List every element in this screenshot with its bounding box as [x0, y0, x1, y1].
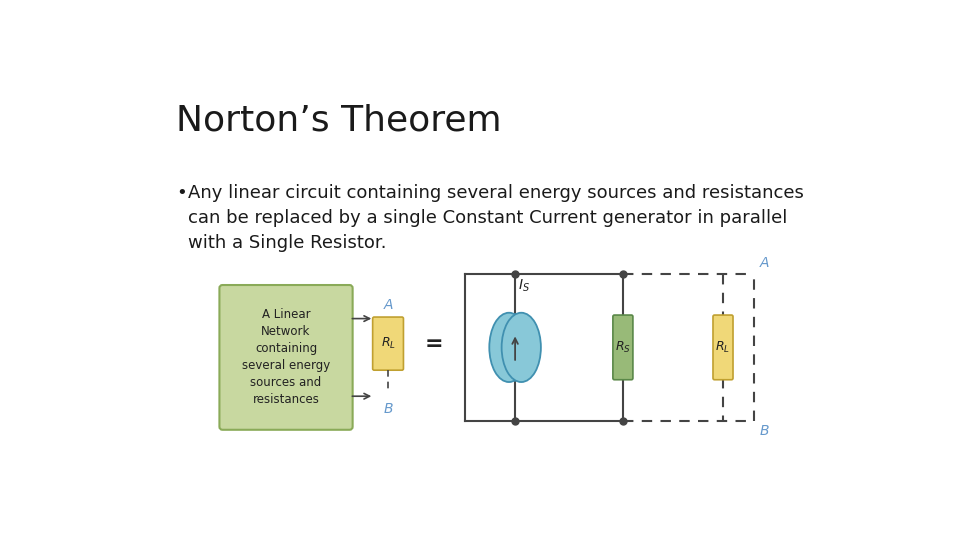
Text: Any linear circuit containing several energy sources and resistances
can be repl: Any linear circuit containing several en…	[188, 184, 804, 252]
Text: A: A	[760, 256, 770, 271]
Text: B: B	[760, 424, 770, 438]
FancyBboxPatch shape	[372, 317, 403, 370]
Text: A Linear
Network
containing
several energy
sources and
resistances: A Linear Network containing several ener…	[242, 308, 330, 407]
FancyBboxPatch shape	[713, 315, 733, 380]
FancyBboxPatch shape	[612, 315, 633, 380]
Ellipse shape	[490, 313, 529, 382]
FancyBboxPatch shape	[220, 285, 352, 430]
Text: A: A	[383, 299, 393, 313]
Text: $I_S$: $I_S$	[518, 278, 530, 294]
Text: $R_L$: $R_L$	[715, 340, 731, 355]
Ellipse shape	[502, 313, 540, 382]
Text: $R_L$: $R_L$	[380, 336, 396, 351]
Text: $R_S$: $R_S$	[615, 340, 631, 355]
Text: =: =	[425, 334, 444, 354]
Text: Norton’s Theorem: Norton’s Theorem	[177, 103, 502, 137]
Text: •: •	[177, 184, 187, 202]
Text: B: B	[383, 402, 393, 416]
